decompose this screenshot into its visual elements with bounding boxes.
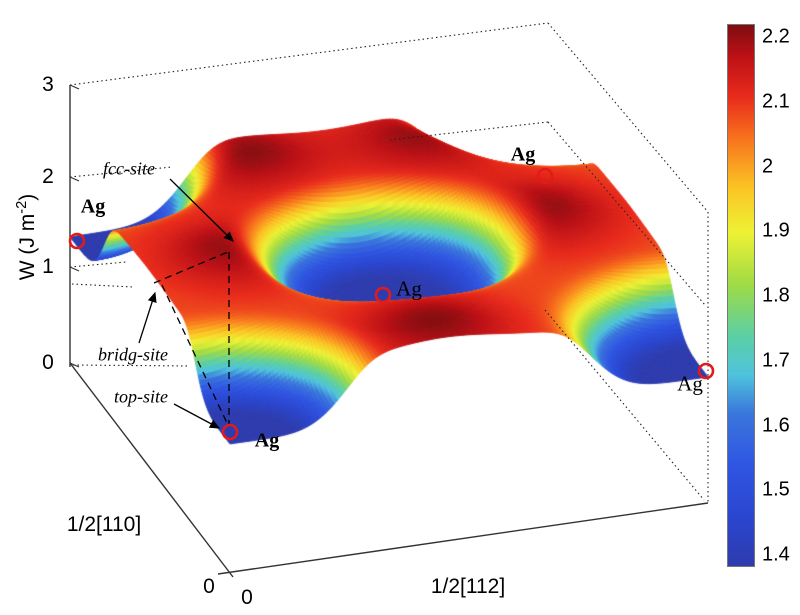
- colorbar: [727, 24, 755, 567]
